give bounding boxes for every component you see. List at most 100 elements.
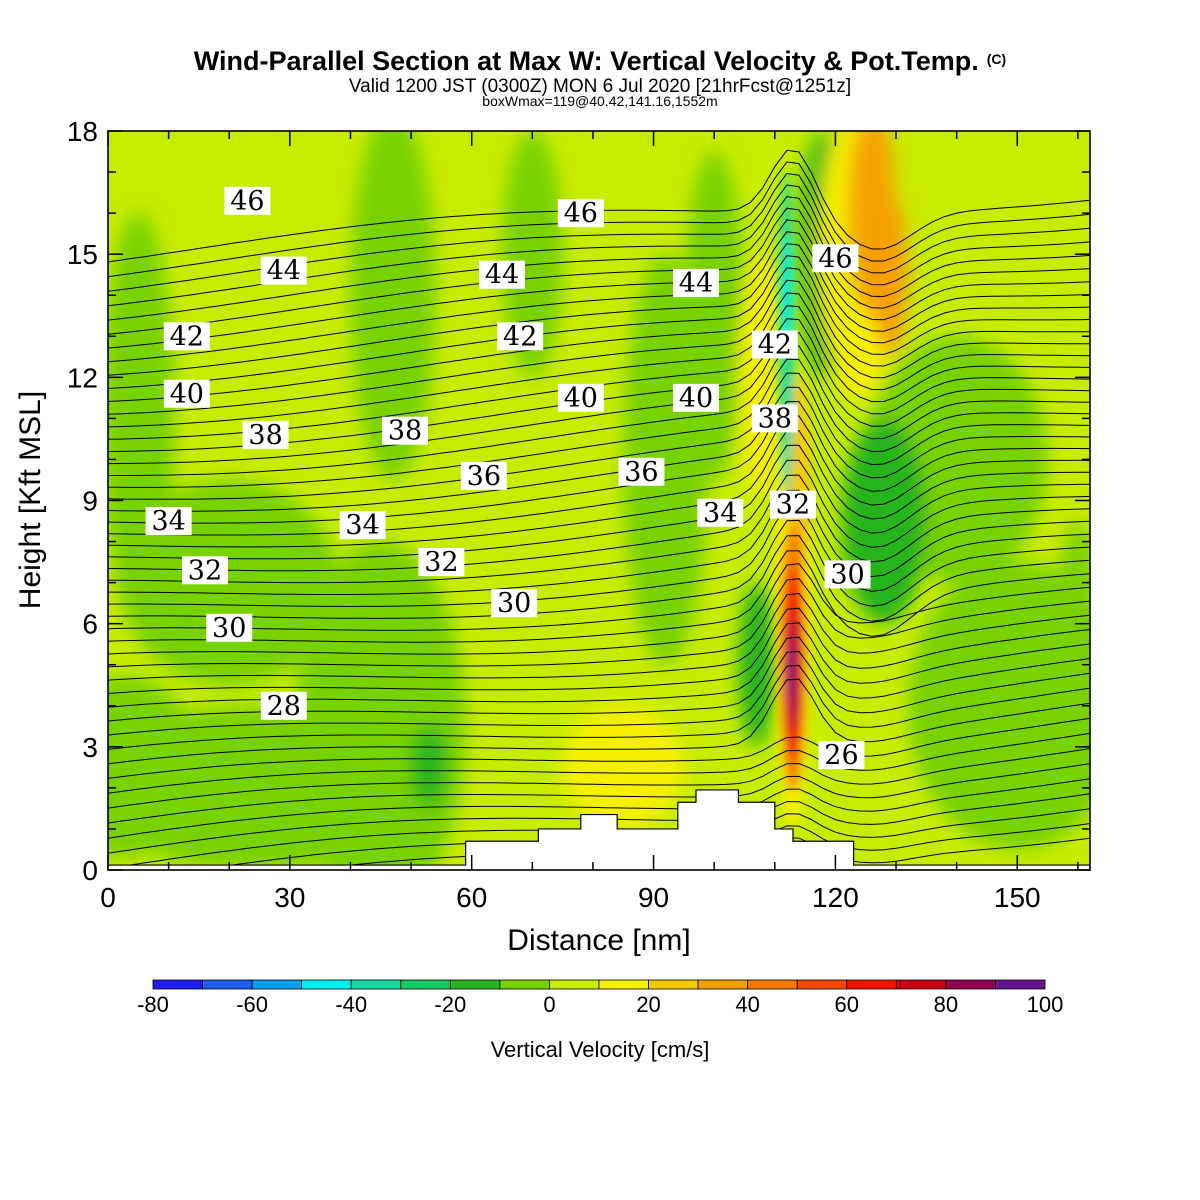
- x-axis-label: Distance [nm]: [507, 924, 690, 957]
- contour-label: 30: [206, 613, 253, 644]
- colorbar-bin: [995, 979, 1046, 990]
- contour-label: 40: [672, 383, 719, 414]
- theta-isoline: [108, 592, 1090, 681]
- colorbar-bin: [796, 979, 848, 990]
- colorbar-bin: [251, 979, 303, 990]
- contour-label: 30: [824, 559, 871, 590]
- theta-isoline: [108, 196, 1090, 321]
- contour-label: 46: [812, 243, 859, 274]
- velocity-region: [871, 192, 909, 357]
- svg-text:34: 34: [345, 510, 379, 541]
- svg-text:46: 46: [564, 198, 598, 229]
- contour-label: 36: [460, 461, 507, 492]
- svg-text:32: 32: [188, 555, 222, 586]
- svg-text:46: 46: [818, 243, 852, 274]
- svg-text:36: 36: [624, 457, 658, 488]
- updraft-region: [782, 233, 792, 357]
- contour-label: 46: [557, 198, 604, 229]
- colorbar-tick-label: 0: [543, 992, 555, 1017]
- colorbar-tick-label: 80: [934, 992, 958, 1017]
- colorbar-tick-label: -20: [434, 992, 466, 1017]
- axis-ticks: [107, 130, 1090, 871]
- theta-isoline: [108, 243, 1090, 376]
- svg-text:38: 38: [248, 420, 282, 451]
- theta-isoline: [108, 292, 1090, 428]
- colorbar-bin: [895, 979, 947, 990]
- theta-isoline: [108, 207, 1090, 335]
- colorbar-bin: [747, 979, 798, 990]
- colorbar-bin: [846, 979, 897, 990]
- theta-isoline: [108, 550, 1090, 643]
- x-axis-tick-labels: 0 30 60 90 120 150: [100, 882, 1040, 913]
- svg-text:42: 42: [758, 329, 792, 360]
- theta-isoline: [108, 444, 1090, 560]
- y-tick-label: 15: [67, 239, 98, 270]
- colorbar-label: Vertical Velocity [cm/s]: [491, 1037, 710, 1062]
- contour-label: 34: [145, 506, 192, 537]
- theta-isoline: [108, 267, 1090, 402]
- chart-subtitle-box-wmax: boxWmax=119@40.42,141.16,1552m: [482, 93, 717, 109]
- contour-label: 38: [382, 416, 429, 447]
- colorbar-bin: [350, 979, 402, 990]
- theta-isoline: [108, 748, 1090, 809]
- colorbar-tick-label: -80: [137, 992, 169, 1017]
- colorbar-bin: [400, 979, 451, 990]
- velocity-region: [841, 418, 927, 624]
- theta-isoline: [108, 358, 1090, 488]
- potential-temperature-contours: [108, 149, 1090, 870]
- svg-text:46: 46: [230, 186, 264, 217]
- y-tick-label: 6: [82, 609, 98, 640]
- updraft-region: [787, 640, 793, 706]
- svg-text:40: 40: [170, 379, 204, 410]
- contour-label: 32: [181, 555, 228, 586]
- svg-text:32: 32: [424, 547, 458, 578]
- theta-isoline: [108, 717, 1090, 779]
- theta-isoline: [108, 344, 1090, 476]
- y-axis-label: Height [Kft MSL]: [14, 391, 47, 609]
- theta-isoline: [108, 763, 1090, 824]
- contour-label: 28: [260, 691, 307, 722]
- svg-text:44: 44: [267, 256, 301, 287]
- colorbar-bin: [549, 979, 600, 990]
- svg-text:34: 34: [151, 506, 185, 537]
- theta-isoline: [108, 400, 1090, 524]
- colorbar-bin: [499, 979, 550, 990]
- contour-label: 40: [163, 379, 210, 410]
- colorbar-tick-label: 100: [1027, 992, 1064, 1017]
- velocity-region: [908, 562, 1090, 850]
- plot-area: 46 46 46 44 44 44 42 42 42 40 40 40 38 38 38 36 36 34 34 34…: [108, 131, 1090, 870]
- svg-text:44: 44: [679, 268, 713, 299]
- svg-text:44: 44: [485, 260, 519, 291]
- theta-isoline: [108, 664, 1090, 750]
- x-tick-label: 120: [812, 882, 859, 913]
- svg-text:36: 36: [467, 461, 501, 492]
- colorbar-bin: [945, 979, 996, 990]
- svg-text:42: 42: [503, 321, 537, 352]
- contour-labels: 46 46 46 44 44 44 42 42 42 40 40 40 38 38 38 36 36 34 34 34…: [145, 186, 871, 771]
- svg-text:40: 40: [679, 383, 713, 414]
- x-tick-label: 90: [638, 882, 669, 913]
- colorbar-tick-label: 40: [735, 992, 759, 1017]
- colorbar-bin: [697, 979, 749, 990]
- theta-isoline: [108, 415, 1090, 536]
- velocity-region: [683, 151, 745, 480]
- svg-text:28: 28: [267, 691, 301, 722]
- contour-label: 40: [557, 383, 604, 414]
- x-tick-label: 0: [100, 882, 116, 913]
- theta-isoline: [108, 607, 1090, 694]
- chart-subtitle: Valid 1200 JST (0300Z) MON 6 Jul 2020 [2…: [349, 76, 851, 97]
- theta-isoline: [108, 231, 1090, 363]
- svg-text:42: 42: [170, 321, 204, 352]
- colorbar-bin: [598, 979, 649, 990]
- terrain-mask: [108, 789, 1090, 870]
- contour-label: 46: [224, 186, 271, 217]
- svg-text:40: 40: [564, 383, 598, 414]
- contour-label: 32: [769, 490, 816, 521]
- colorbar: [152, 979, 1046, 990]
- velocity-region: [411, 726, 448, 809]
- theta-isoline: [108, 219, 1090, 349]
- theta-isoline: [108, 279, 1090, 415]
- theta-isoline: [108, 331, 1090, 465]
- theta-isoline: [108, 519, 1090, 619]
